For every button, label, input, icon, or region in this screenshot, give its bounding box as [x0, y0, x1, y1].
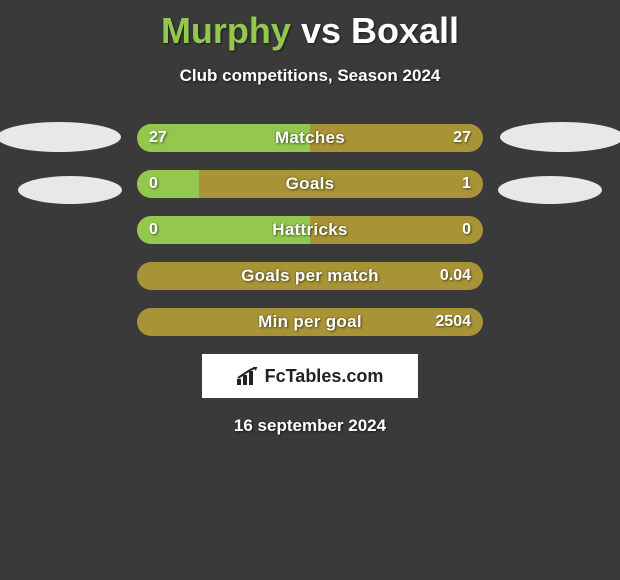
stat-bar: Matches27 27 — [137, 124, 483, 152]
bar-label: Min per goal — [137, 308, 483, 336]
bar-value-right: 1 — [462, 170, 471, 198]
bar-value-left: 27 — [149, 124, 167, 152]
title-player1: Murphy — [161, 10, 291, 51]
bar-value-right: 0.04 — [440, 262, 471, 290]
subtitle: Club competitions, Season 2024 — [0, 66, 620, 86]
stat-bar: Goals per match0.04 — [137, 262, 483, 290]
bar-label: Hattricks — [137, 216, 483, 244]
stat-bar: Min per goal2504 — [137, 308, 483, 336]
logo-text: FcTables.com — [265, 366, 384, 387]
logo-box: FcTables.com — [202, 354, 418, 398]
title-vs: vs — [301, 10, 341, 51]
chart-icon — [237, 367, 259, 385]
bar-value-left: 0 — [149, 170, 158, 198]
player2-ellipse-bot — [498, 176, 602, 204]
bar-value-left: 0 — [149, 216, 158, 244]
bar-value-right: 0 — [462, 216, 471, 244]
stat-bar: Hattricks0 0 — [137, 216, 483, 244]
stat-bars: Matches2727Goals01Hattricks00Goals per m… — [137, 124, 483, 336]
player1-ellipse-bot — [18, 176, 122, 204]
title-player2: Boxall — [351, 10, 459, 51]
stat-bar: Goals0 1 — [137, 170, 483, 198]
bar-value-right: 2504 — [435, 308, 471, 336]
bar-value-right: 27 — [453, 124, 471, 152]
player2-ellipse-top — [500, 122, 620, 152]
bar-label: Matches — [137, 124, 483, 152]
page-title: Murphy vs Boxall — [0, 0, 620, 52]
bar-label: Goals — [137, 170, 483, 198]
player1-ellipse-top — [0, 122, 121, 152]
bar-label: Goals per match — [137, 262, 483, 290]
date-text: 16 september 2024 — [0, 416, 620, 436]
